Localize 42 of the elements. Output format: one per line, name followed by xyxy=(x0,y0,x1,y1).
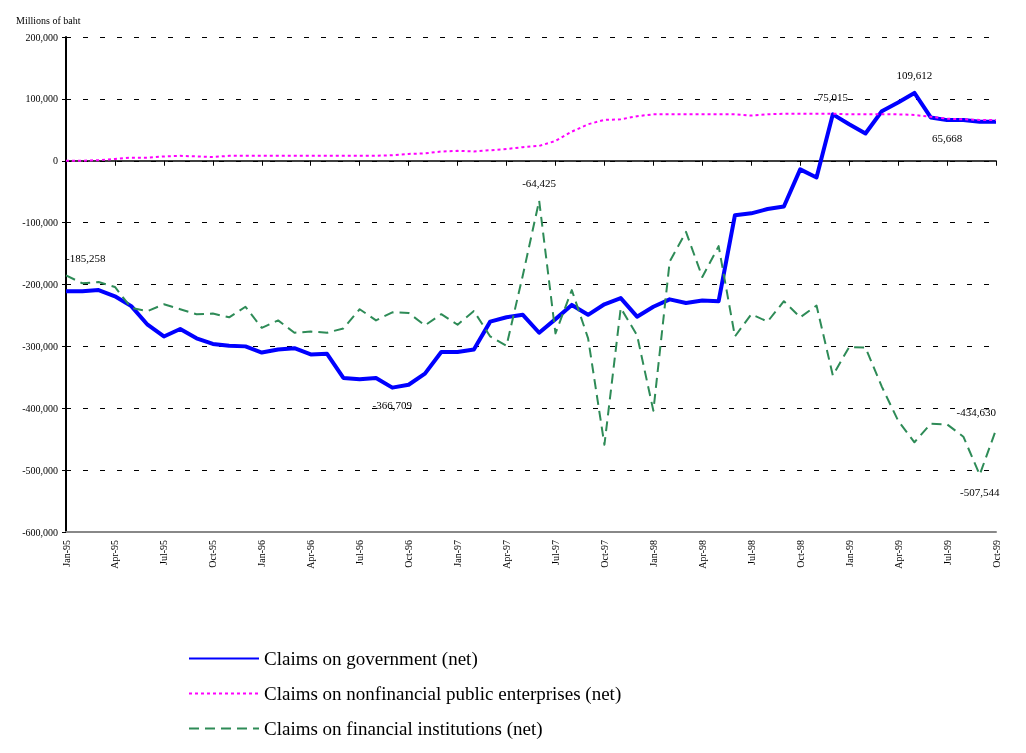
data-label: 109,612 xyxy=(896,69,933,82)
line-series xyxy=(64,90,998,390)
x-tick-label: Jul-99 xyxy=(941,540,953,565)
x-tick-label: Oct-95 xyxy=(207,540,219,568)
x-tick-label: Oct-96 xyxy=(403,540,415,568)
data-label: -64,425 xyxy=(522,177,557,190)
x-tick-label: Jan-96 xyxy=(256,540,268,567)
data-label: -507,544 xyxy=(959,486,1000,499)
legend-label: Claims on government (net) xyxy=(264,648,478,670)
y-tick-label: -400,000 xyxy=(22,402,58,414)
legend-label: Claims on nonfinancial public enterprises (net) xyxy=(264,683,622,705)
x-tick-label: Apr-96 xyxy=(305,540,317,569)
y-tick-label: 0 xyxy=(53,155,58,167)
x-tick-label: Jan-95 xyxy=(60,540,72,567)
y-axis-title: Millions of baht xyxy=(16,14,81,26)
data-label: 75,015 xyxy=(817,90,849,103)
x-tick-label: Oct-99 xyxy=(990,540,1002,568)
x-tick-label: Jul-98 xyxy=(745,540,757,565)
line-series xyxy=(65,199,997,476)
data-label: -185,258 xyxy=(66,251,106,264)
x-tick-label: Jan-99 xyxy=(843,540,855,567)
x-tick-label: Jul-95 xyxy=(158,540,170,565)
y-tick-label: -600,000 xyxy=(22,526,58,538)
x-tick-label: Jul-96 xyxy=(354,540,366,565)
y-tick-label: 100,000 xyxy=(25,93,58,105)
x-tick-label: Apr-99 xyxy=(892,540,904,569)
y-tick-label: -200,000 xyxy=(22,279,58,290)
x-tick-label: Apr-98 xyxy=(696,540,708,569)
x-tick-label: Jan-98 xyxy=(647,540,659,567)
data-label: -434,630 xyxy=(956,406,997,419)
x-tick-label: Oct-98 xyxy=(794,540,806,568)
y-tick-label: -300,000 xyxy=(22,340,58,352)
y-tick-label: -500,000 xyxy=(22,464,58,476)
legend-label: Claims on financial institutions (net) xyxy=(264,718,543,740)
y-tick-label: -100,000 xyxy=(22,217,58,229)
x-tick-label: Jan-97 xyxy=(452,540,464,567)
x-tick-label: Oct-97 xyxy=(598,540,610,568)
y-tick-label: 200,000 xyxy=(25,31,58,43)
x-tick-label: Jul-97 xyxy=(549,540,561,565)
x-tick-label: Apr-95 xyxy=(109,540,121,569)
x-tick-label: Apr-97 xyxy=(501,540,513,569)
data-label: 65,668 xyxy=(931,131,963,144)
